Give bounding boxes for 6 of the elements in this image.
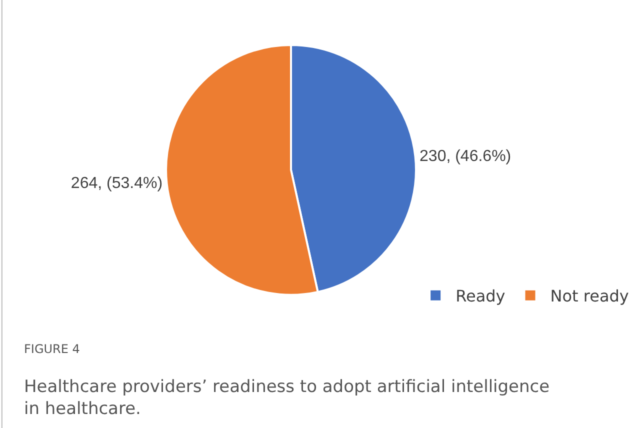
legend-label: Not ready [550,286,629,306]
legend-label: Ready [456,286,506,306]
data-label: 230, (46.6%) [420,148,512,165]
text: Healthcare providers’ readiness to adopt artificial intelligence in healthcare. [24,377,550,420]
caption: FIGURE 4 [24,342,80,356]
data-label: 264, (53.4%) [70,175,163,192]
